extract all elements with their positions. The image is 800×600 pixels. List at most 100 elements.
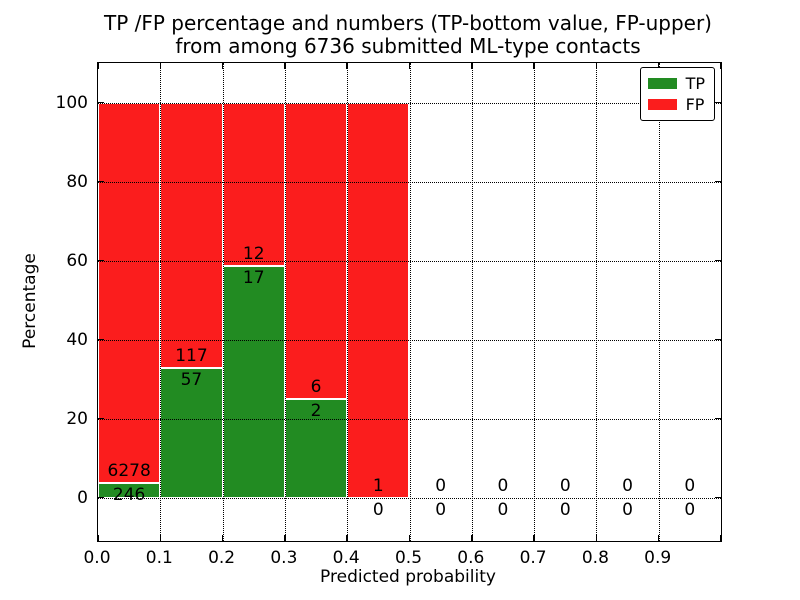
x-tick-label: 0.3 — [270, 548, 298, 568]
x-gridline — [596, 63, 598, 541]
tp-bar-segment — [222, 265, 285, 498]
tp-count-label: 57 — [180, 370, 203, 391]
x-tick-mark-top — [533, 63, 535, 69]
tp-count-label: 0 — [497, 499, 509, 520]
x-tick-mark-top — [720, 63, 722, 69]
fp-bar-segment — [347, 102, 410, 498]
chart-title-line1: TP /FP percentage and numbers (TP-bottom… — [104, 11, 712, 35]
x-tick-mark — [408, 535, 411, 541]
x-tick-mark — [97, 535, 99, 541]
y-tick-label: 20 — [66, 408, 88, 429]
y-tick-mark — [98, 417, 104, 420]
x-tick-label: 0.1 — [145, 548, 173, 568]
y-tick-mark-right — [715, 101, 721, 104]
x-tick-mark — [657, 535, 660, 541]
y-tick-mark-right — [715, 180, 721, 183]
fp-count-label: 1 — [372, 475, 384, 496]
x-tick-label: 0.7 — [519, 548, 547, 568]
fp-count-label: 117 — [175, 346, 208, 367]
y-tick-label: 0 — [77, 487, 88, 508]
x-gridline — [658, 63, 660, 541]
tp-count-label: 0 — [435, 499, 447, 520]
y-tick-mark — [98, 496, 104, 499]
fp-count-label: 6278 — [107, 460, 151, 481]
fp-count-label: 0 — [435, 475, 447, 496]
x-tick-mark — [533, 535, 535, 541]
x-gridline — [222, 63, 224, 541]
legend-label-tp: TP — [685, 73, 705, 93]
x-tick-mark-top — [97, 63, 99, 69]
x-tick-mark — [471, 535, 473, 541]
plot-area: TP FP 6278 246 117 57 12 17 6 2 1 0 0 0 0 0 0 0 0 0 0 0 — [97, 62, 722, 542]
x-tick-mark-top — [159, 63, 162, 69]
tp-count-label: 2 — [310, 400, 322, 421]
fp-bar-segment — [284, 102, 348, 399]
y-tick-mark-right — [715, 496, 721, 499]
x-tick-label: 0.6 — [457, 548, 485, 568]
fp-color-swatch — [647, 99, 677, 110]
legend-item-tp: TP — [647, 73, 705, 94]
x-gridline — [160, 63, 162, 541]
x-tick-mark-top — [657, 63, 660, 69]
legend: TP FP — [639, 67, 715, 121]
y-tick-label: 40 — [66, 329, 88, 350]
x-tick-mark — [595, 535, 598, 541]
fp-count-label: 0 — [497, 475, 509, 496]
y-tick-label: 100 — [55, 92, 88, 113]
x-tick-mark-top — [471, 63, 473, 69]
y-tick-mark — [98, 180, 104, 183]
tp-color-swatch — [647, 78, 677, 89]
x-tick-mark-top — [408, 63, 411, 69]
fp-bar-segment — [160, 102, 223, 369]
x-gridline — [534, 63, 536, 541]
y-axis-label: Percentage — [20, 253, 40, 349]
fp-count-label: 0 — [622, 475, 633, 496]
tp-count-label: 0 — [684, 499, 696, 520]
x-gridline — [409, 63, 411, 541]
y-tick-mark — [98, 338, 104, 341]
legend-label-fp: FP — [685, 94, 705, 114]
tp-count-label: 0 — [372, 499, 384, 520]
x-tick-mark — [159, 535, 162, 541]
x-tick-label: 0.8 — [581, 548, 609, 568]
x-tick-mark — [720, 535, 722, 541]
fp-bar-segment — [98, 102, 161, 483]
tp-bar-segment — [98, 482, 161, 498]
x-gridline — [471, 63, 473, 541]
tp-count-label: 17 — [242, 267, 265, 288]
fp-count-label: 12 — [242, 243, 265, 264]
tp-count-label: 0 — [559, 499, 571, 520]
y-tick-label: 60 — [66, 250, 88, 271]
tp-bar-segment — [284, 398, 348, 498]
x-tick-mark-top — [595, 63, 598, 69]
fp-count-label: 6 — [310, 376, 322, 397]
chart-title: TP /FP percentage and numbers (TP-bottom… — [104, 12, 712, 58]
x-tick-label: 0.4 — [332, 548, 360, 568]
y-tick-label: 80 — [66, 171, 88, 192]
x-tick-label: 0.0 — [83, 548, 111, 568]
x-tick-mark — [284, 535, 286, 541]
x-tick-label: 0.5 — [394, 548, 423, 568]
x-gridline — [284, 63, 286, 541]
x-tick-mark-top — [284, 63, 286, 69]
y-tick-mark-right — [715, 338, 721, 341]
x-tick-label: 0.2 — [208, 548, 236, 568]
fp-count-label: 0 — [684, 475, 696, 496]
tp-count-label: 246 — [112, 484, 146, 505]
x-axis-label: Predicted probability — [320, 567, 496, 587]
x-tick-mark-top — [221, 63, 224, 69]
legend-item-fp: FP — [647, 94, 705, 115]
y-tick-mark — [98, 101, 104, 104]
x-tick-label: 0.9 — [644, 548, 672, 568]
tp-count-label: 0 — [622, 499, 633, 520]
x-tick-mark — [221, 535, 224, 541]
fp-count-label: 0 — [559, 475, 571, 496]
y-tick-mark — [98, 259, 104, 262]
tp-bar-segment — [160, 368, 223, 498]
chart-title-line2: from among 6736 submitted ML-type contac… — [175, 34, 641, 58]
y-tick-mark-right — [715, 417, 721, 420]
x-tick-mark — [346, 535, 348, 541]
fp-bar-segment — [222, 102, 285, 266]
x-tick-mark-top — [346, 63, 348, 69]
